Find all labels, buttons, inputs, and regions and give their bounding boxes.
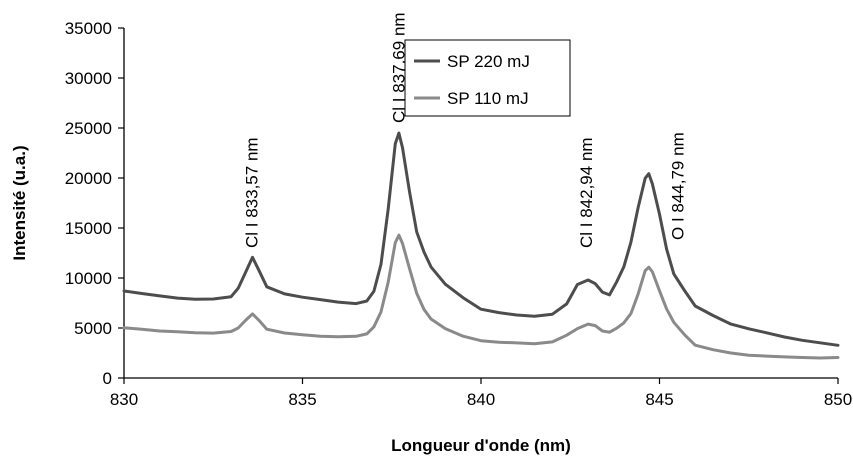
- peak-annotations: Cl I 833,57 nm Cl I 837,69 nm Cl I 842,94 …: [242, 12, 687, 248]
- series-line-0: [122, 131, 840, 347]
- x-tick-label: 845: [645, 390, 673, 409]
- x-tick-label: 850: [824, 390, 852, 409]
- peak-annotation-0: Cl I 833,57 nm: [242, 137, 261, 248]
- y-tick-label: 25000: [65, 119, 112, 138]
- y-tick-label: 30000: [65, 69, 112, 88]
- x-axis-title: Longueur d'onde (nm): [391, 436, 571, 455]
- legend-label-sp-110: SP 110 mJ: [447, 89, 529, 108]
- y-tick-label: 10000: [65, 269, 112, 288]
- peak-annotation-3: O I 844,79 nm: [668, 132, 687, 240]
- legend-label-sp-220: SP 220 mJ: [447, 52, 530, 71]
- x-tick-label: 830: [110, 390, 138, 409]
- y-tick-label: 20000: [65, 169, 112, 188]
- peak-annotation-1: Cl I 837,69 nm: [390, 12, 409, 123]
- x-tick-label: 835: [288, 390, 316, 409]
- axis-ticks: 0 5000 10000 15000 20000 25000 30000 35000 830 83…: [65, 19, 852, 409]
- series-group: [122, 131, 840, 360]
- legend: SP 220 mJ SP 110 mJ: [404, 39, 571, 117]
- series-line-1: [122, 233, 840, 360]
- peak-annotation-2: Cl I 842,94 nm: [577, 137, 596, 248]
- y-tick-label: 15000: [65, 219, 112, 238]
- y-tick-label: 5000: [74, 319, 112, 338]
- y-tick-label: 35000: [65, 19, 112, 38]
- x-tick-label: 840: [467, 390, 495, 409]
- y-axis-title: Intensité (u.a.): [10, 145, 29, 260]
- legend-box: [404, 39, 571, 117]
- y-tick-label: 0: [103, 369, 112, 388]
